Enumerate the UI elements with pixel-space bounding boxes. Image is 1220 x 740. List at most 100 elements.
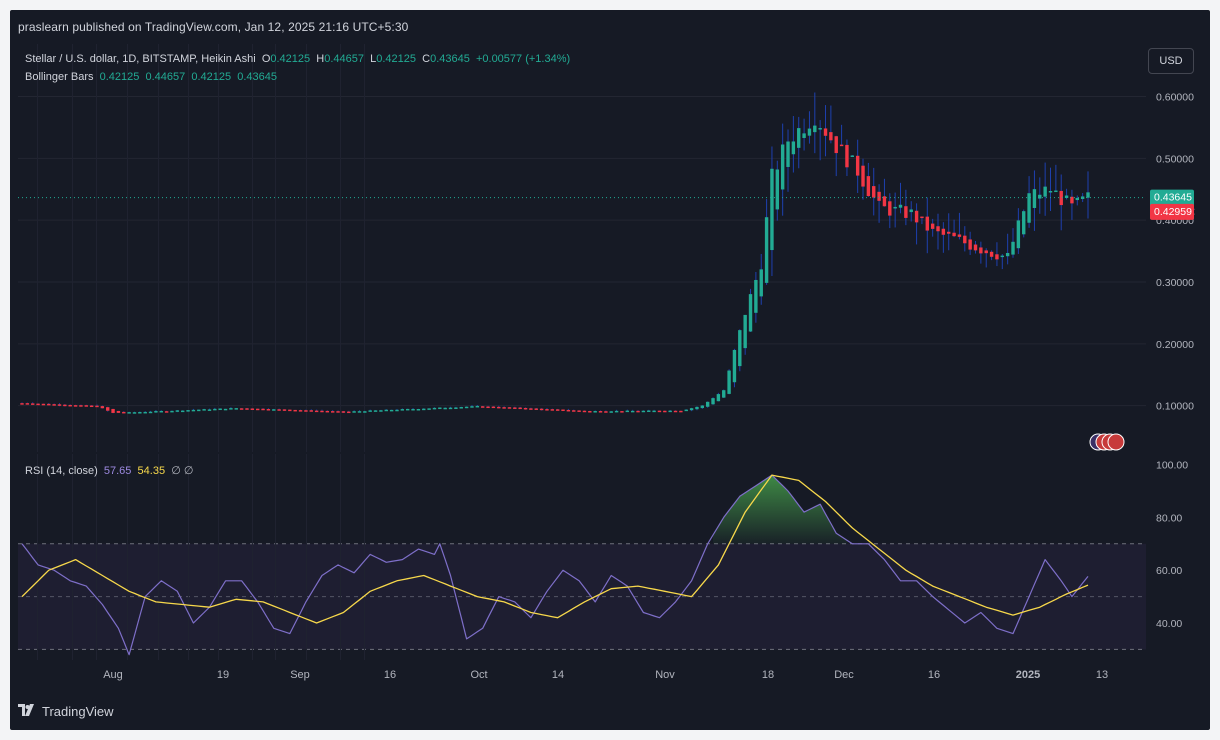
candle-up bbox=[475, 405, 480, 408]
candle-down bbox=[89, 405, 94, 407]
candle-down bbox=[100, 406, 105, 409]
candle-down bbox=[572, 410, 576, 412]
candle-up bbox=[893, 206, 897, 209]
candle-down bbox=[255, 408, 260, 411]
symbol-title: Stellar / U.S. dollar, 1D, BITSTAMP, Hei… bbox=[25, 53, 256, 65]
open-value: 0.42125 bbox=[270, 53, 311, 65]
rsi-name: RSI (14, close) bbox=[25, 465, 98, 477]
candle-down bbox=[914, 210, 919, 223]
candle-down bbox=[555, 409, 560, 411]
tradingview-logo: TradingView bbox=[18, 703, 114, 720]
candle-down bbox=[507, 407, 512, 409]
price-tag-text: 0.43645 bbox=[1154, 192, 1192, 204]
candle-up bbox=[909, 209, 913, 213]
candle-up bbox=[647, 410, 651, 412]
candle-up bbox=[400, 409, 405, 411]
candle-up bbox=[148, 411, 153, 414]
rsi-line bbox=[21, 474, 1089, 656]
candle-down bbox=[111, 408, 115, 413]
time-tick-label: Dec bbox=[834, 669, 854, 681]
low-value: 0.42125 bbox=[376, 53, 416, 65]
time-tick-label: Aug bbox=[103, 669, 123, 681]
rsi-tick-label: 60.00 bbox=[1156, 565, 1182, 577]
candle-up bbox=[1048, 190, 1053, 193]
brand-name: TradingView bbox=[42, 704, 114, 719]
price-tick-label: 0.20000 bbox=[1156, 339, 1194, 351]
candle-down bbox=[941, 228, 946, 235]
candle-down bbox=[877, 191, 881, 201]
candle-up bbox=[738, 330, 742, 367]
candle-down bbox=[57, 404, 62, 406]
candle-up bbox=[668, 410, 672, 413]
candle-down bbox=[620, 411, 624, 413]
candle-up bbox=[143, 411, 147, 414]
candle-up bbox=[175, 410, 180, 412]
candle-down bbox=[288, 409, 292, 412]
candle-up bbox=[1043, 186, 1047, 197]
candle-down bbox=[545, 409, 549, 411]
candle-up bbox=[218, 408, 222, 411]
time-axis[interactable]: Aug 19 Sep 16 Oct 14 Nov 18 Dec 16 2025 13 bbox=[18, 662, 1146, 688]
candle-down bbox=[866, 176, 871, 197]
candle-up bbox=[641, 410, 646, 413]
candle-up bbox=[1054, 190, 1058, 193]
candle-up bbox=[127, 412, 131, 414]
candle-down bbox=[282, 409, 287, 411]
candle-up bbox=[743, 314, 747, 349]
candle-up bbox=[813, 125, 817, 133]
candle-up bbox=[1038, 194, 1042, 199]
candle-up bbox=[422, 408, 426, 411]
price-tick-label: 0.50000 bbox=[1156, 153, 1194, 165]
candle-up bbox=[272, 409, 276, 411]
candle-down bbox=[347, 411, 351, 414]
candle-up bbox=[1011, 241, 1015, 255]
candle-up bbox=[202, 409, 206, 411]
price-tag-text: 0.42959 bbox=[1154, 206, 1192, 218]
time-tick-label: 14 bbox=[552, 669, 564, 681]
rsi-ma-line bbox=[21, 474, 1089, 624]
candle-down bbox=[116, 410, 121, 413]
candle-up bbox=[775, 169, 780, 210]
candle-down bbox=[839, 144, 844, 147]
candle-up bbox=[197, 409, 201, 412]
bollinger-name: Bollinger Bars bbox=[25, 71, 94, 83]
price-legend: Stellar / U.S. dollar, 1D, BITSTAMP, Hei… bbox=[25, 53, 571, 65]
candle-down bbox=[598, 411, 603, 413]
candle-up bbox=[416, 408, 421, 411]
rsi-chart[interactable] bbox=[18, 454, 1146, 660]
candle-up bbox=[786, 141, 790, 167]
candle-down bbox=[491, 406, 496, 409]
candle-down bbox=[336, 411, 340, 413]
candle-up bbox=[593, 411, 597, 413]
candle-down bbox=[513, 407, 517, 409]
currency-button[interactable]: USD bbox=[1148, 48, 1194, 74]
bollinger-legend[interactable]: Bollinger Bars 0.42125 0.44657 0.42125 0… bbox=[25, 71, 277, 83]
price-chart[interactable] bbox=[18, 44, 1146, 452]
candle-down bbox=[588, 411, 592, 413]
candle-down bbox=[882, 196, 887, 207]
candle-up bbox=[464, 406, 469, 409]
candle-down bbox=[277, 409, 281, 411]
rsi-extra: ∅ ∅ bbox=[171, 465, 194, 477]
price-pane[interactable]: Stellar / U.S. dollar, 1D, BITSTAMP, Hei… bbox=[18, 44, 1146, 452]
candle-up bbox=[154, 411, 158, 413]
candle-down bbox=[957, 234, 962, 237]
candle-down bbox=[325, 410, 330, 413]
candle-up bbox=[807, 128, 812, 136]
candle-up bbox=[705, 401, 710, 407]
candle-down bbox=[845, 144, 849, 168]
candle-down bbox=[550, 409, 555, 411]
chart-frame: praslearn published on TradingView.com, … bbox=[10, 10, 1210, 730]
time-tick-label: 19 bbox=[217, 669, 229, 681]
publisher-caption: praslearn published on TradingView.com, … bbox=[18, 20, 409, 34]
candle-up bbox=[229, 408, 233, 410]
rsi-pane[interactable]: RSI (14, close) 57.65 54.35 ∅ ∅ bbox=[18, 454, 1146, 660]
candle-up bbox=[652, 410, 656, 413]
price-axis[interactable]: 0.600000.500000.400000.300000.200000.100… bbox=[1148, 44, 1208, 684]
candle-up bbox=[1032, 189, 1037, 208]
candle-down bbox=[314, 410, 319, 413]
candle-up bbox=[186, 410, 190, 412]
candle-up bbox=[1064, 195, 1069, 198]
candle-down bbox=[31, 403, 35, 405]
candle-up bbox=[630, 410, 635, 413]
